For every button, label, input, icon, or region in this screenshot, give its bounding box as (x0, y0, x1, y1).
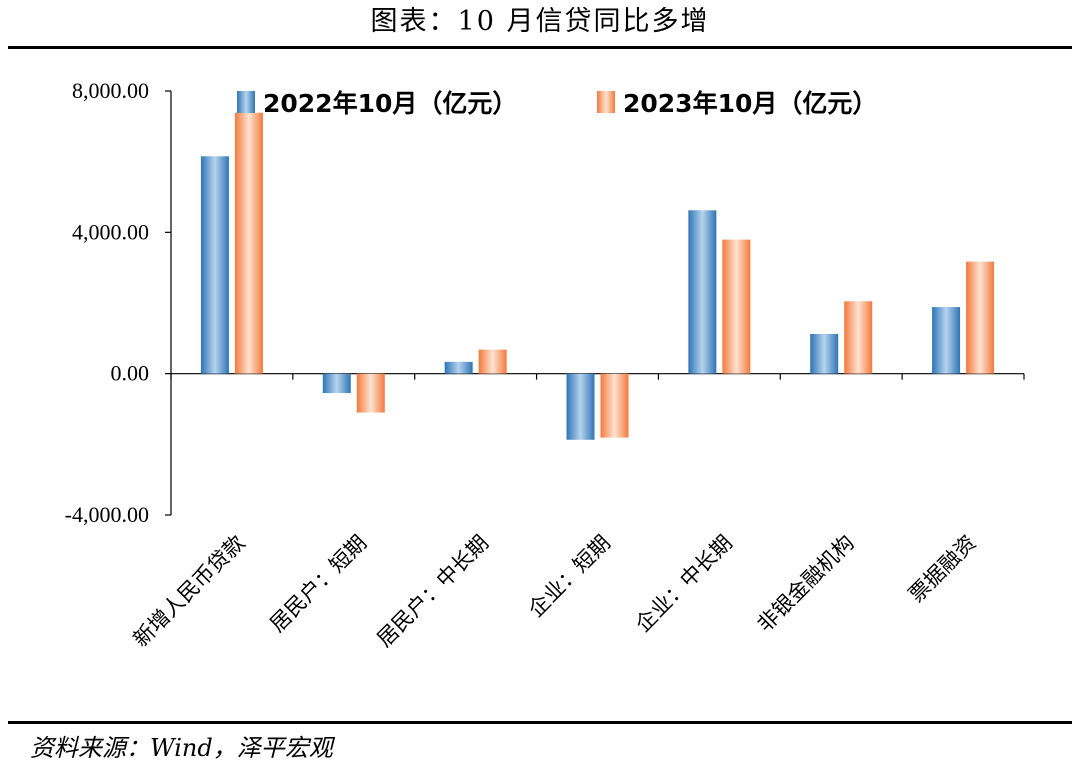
category-label: 居民户：短期 (265, 531, 371, 637)
bar-series-2 (600, 373, 629, 438)
category-label: 企业：中长期 (631, 531, 737, 637)
chart-title: 图表：10 月信贷同比多增 (370, 6, 710, 37)
axes: -4,000.00 0.00 4,000.00 8,000.00 (65, 78, 1025, 527)
y-tick-label: 4,000.00 (72, 219, 149, 244)
legend-label: 2023年10月（亿元） (623, 89, 877, 118)
bar-series-1 (688, 210, 717, 374)
bar-series-2 (234, 112, 263, 374)
category-label: 新增人民币贷款 (129, 531, 250, 652)
bottom-rule (8, 721, 1072, 724)
source-note: 资料来源：Wind，泽平宏观 (30, 734, 333, 762)
top-rule (8, 46, 1072, 49)
legend-swatch (237, 91, 255, 113)
bar-series-1 (810, 333, 839, 374)
bar-series-1 (566, 373, 595, 440)
bar-series-2 (966, 261, 995, 374)
legend: 2022年10月（亿元） 2023年10月（亿元） (237, 89, 877, 118)
category-label: 票据融资 (904, 531, 980, 607)
category-label: 居民户：中长期 (372, 531, 493, 652)
bar-chart: -4,000.000.004,000.008,000.00 新增人民币贷款 居民户… (65, 78, 1025, 652)
y-tick-label: -4,000.00 (65, 502, 149, 527)
bar-series-2 (478, 349, 507, 374)
bars: 新增人民币贷款 居民户：短期 居民户：中长期 企业：短期 企业：中长期 非银金融机构 票据融… (129, 112, 995, 652)
bar-series-2 (844, 301, 873, 374)
legend-label: 2022年10月（亿元） (263, 89, 517, 118)
bar-series-2 (722, 239, 751, 374)
bar-series-1 (932, 307, 961, 374)
bar-series-1 (200, 156, 229, 374)
bar-series-2 (356, 373, 385, 413)
y-tick-label: 8,000.00 (72, 78, 149, 103)
bar-series-1 (444, 361, 473, 374)
category-label: 非银金融机构 (753, 531, 859, 637)
category-label: 企业：短期 (524, 531, 615, 622)
legend-swatch (597, 91, 615, 113)
bar-series-1 (322, 373, 351, 394)
y-tick-label: 0.00 (111, 361, 150, 386)
